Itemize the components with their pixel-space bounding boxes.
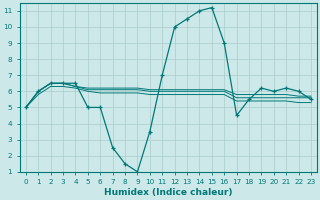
X-axis label: Humidex (Indice chaleur): Humidex (Indice chaleur) [104, 188, 233, 197]
